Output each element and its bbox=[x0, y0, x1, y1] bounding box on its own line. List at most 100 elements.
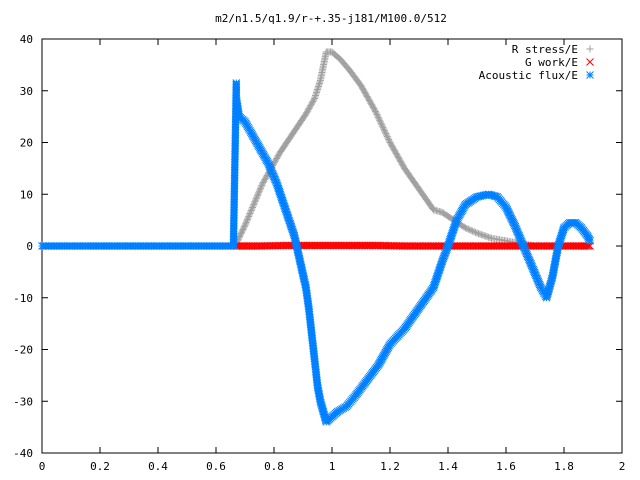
y-tick-label: -30 bbox=[13, 395, 33, 408]
data-point bbox=[241, 221, 249, 229]
data-point bbox=[378, 121, 386, 129]
data-point bbox=[253, 192, 261, 200]
data-point bbox=[255, 187, 263, 195]
data-point bbox=[240, 223, 248, 231]
data-point bbox=[376, 116, 384, 124]
data-point bbox=[375, 115, 383, 123]
data-point bbox=[251, 198, 259, 206]
y-tick-label: -20 bbox=[13, 344, 33, 357]
data-point bbox=[242, 218, 250, 226]
data-point bbox=[374, 113, 382, 121]
data-point bbox=[249, 202, 257, 210]
x-tick-label: 0 bbox=[39, 460, 46, 473]
data-point bbox=[385, 137, 393, 145]
x-tick-label: 1.2 bbox=[380, 460, 400, 473]
data-point bbox=[242, 220, 250, 228]
data-point bbox=[384, 134, 392, 142]
x-tick-label: 0.6 bbox=[206, 460, 226, 473]
series-layer bbox=[38, 48, 594, 426]
data-point bbox=[467, 226, 475, 234]
data-point bbox=[258, 181, 266, 189]
x-tick-label: 2 bbox=[619, 460, 626, 473]
data-point bbox=[383, 131, 391, 139]
y-tick-label: -10 bbox=[13, 292, 33, 305]
data-point bbox=[377, 119, 385, 127]
data-point bbox=[474, 230, 482, 238]
series-r-stress bbox=[232, 48, 591, 250]
data-point bbox=[464, 225, 472, 233]
data-point bbox=[374, 112, 382, 120]
data-point bbox=[476, 230, 484, 238]
data-point bbox=[485, 233, 493, 241]
data-point bbox=[372, 109, 380, 117]
data-point bbox=[243, 217, 251, 225]
data-point bbox=[248, 204, 256, 212]
data-point bbox=[383, 133, 391, 141]
data-point bbox=[472, 228, 480, 236]
data-point bbox=[247, 207, 255, 215]
data-point bbox=[486, 234, 494, 242]
data-point bbox=[247, 208, 255, 216]
data-point bbox=[253, 193, 261, 201]
legend-marker bbox=[586, 71, 594, 79]
data-point bbox=[245, 211, 253, 219]
data-point bbox=[379, 124, 387, 132]
data-point bbox=[483, 233, 491, 241]
data-point bbox=[480, 232, 488, 240]
chart-title: m2/n1.5/q1.9/r-+.35-j181/M100.0/512 bbox=[215, 12, 447, 25]
data-point bbox=[257, 184, 265, 192]
data-point bbox=[252, 195, 260, 203]
data-point bbox=[380, 125, 388, 133]
x-tick-label: 0.8 bbox=[264, 460, 284, 473]
x-tick-label: 1 bbox=[329, 460, 336, 473]
data-point bbox=[244, 214, 252, 222]
data-point bbox=[380, 127, 388, 135]
data-point bbox=[385, 136, 393, 144]
data-point bbox=[479, 231, 487, 239]
data-point bbox=[477, 231, 485, 239]
x-tick-label: 1.8 bbox=[554, 460, 574, 473]
series-g-work bbox=[232, 241, 594, 250]
y-axis: 40 30 20 10 0 -10 -20 -30 -40 bbox=[13, 33, 622, 460]
data-point bbox=[371, 106, 379, 114]
data-point bbox=[256, 186, 264, 194]
x-tick-label: 0.4 bbox=[148, 460, 168, 473]
y-tick-label: -40 bbox=[13, 447, 33, 460]
data-point bbox=[582, 242, 591, 250]
data-point bbox=[461, 224, 469, 232]
y-tick-label: 30 bbox=[20, 85, 33, 98]
data-point bbox=[473, 229, 481, 237]
data-point bbox=[255, 189, 263, 197]
legend-label: Acoustic flux/E bbox=[479, 69, 578, 82]
y-tick-label: 0 bbox=[26, 240, 33, 253]
x-tick-label: 1.4 bbox=[438, 460, 458, 473]
data-point bbox=[246, 209, 254, 217]
y-tick-label: 20 bbox=[20, 137, 33, 150]
legend-marker bbox=[586, 58, 594, 66]
data-point bbox=[250, 199, 258, 207]
x-tick-label: 0.2 bbox=[90, 460, 110, 473]
data-point bbox=[250, 201, 258, 209]
x-axis: 0 0.2 0.4 0.6 0.8 1 1.2 1.4 1.6 1.8 2 bbox=[39, 39, 626, 473]
data-point bbox=[252, 196, 260, 204]
data-point bbox=[381, 128, 389, 136]
data-point bbox=[372, 107, 379, 115]
data-point bbox=[586, 236, 594, 245]
data-point bbox=[482, 232, 490, 240]
data-point bbox=[463, 225, 471, 233]
data-point bbox=[310, 96, 318, 104]
y-tick-label: 40 bbox=[20, 33, 33, 46]
data-point bbox=[378, 122, 386, 130]
y-tick-label: 10 bbox=[20, 188, 33, 201]
series-acoustic-flux bbox=[38, 79, 594, 426]
data-point bbox=[257, 183, 265, 191]
data-point bbox=[245, 212, 253, 220]
legend-label: R stress/E bbox=[512, 43, 578, 56]
data-point bbox=[373, 110, 381, 118]
data-point bbox=[466, 226, 474, 234]
data-point bbox=[584, 242, 593, 250]
data-point bbox=[243, 215, 251, 223]
x-tick-label: 1.6 bbox=[496, 460, 516, 473]
